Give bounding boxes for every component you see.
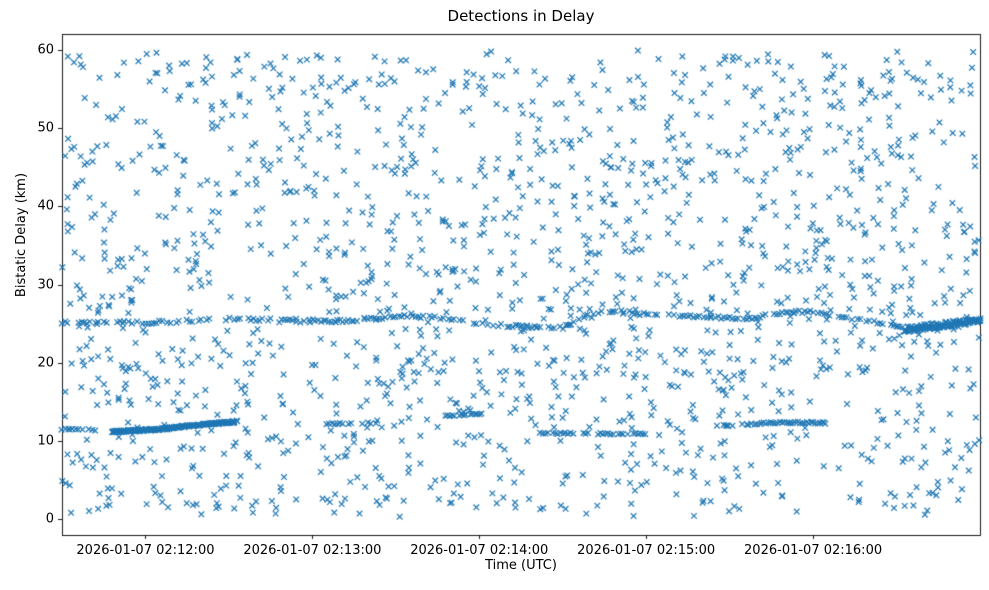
y-tick-label: 50 — [37, 120, 54, 136]
chart-title: Detections in Delay — [447, 7, 595, 25]
y-tick-label: 10 — [37, 433, 54, 449]
y-tick-label: 40 — [37, 198, 54, 214]
x-tick-label: 2026-01-07 02:13:00 — [243, 543, 382, 558]
y-tick-label: 0 — [45, 511, 54, 527]
x-tick-label: 2026-01-07 02:14:00 — [410, 543, 549, 558]
y-tick-label: 60 — [37, 42, 54, 58]
y-tick-label: 30 — [37, 277, 54, 292]
x-tick-label: 2026-01-07 02:12:00 — [76, 543, 215, 558]
y-axis-label: Bistatic Delay (km) — [14, 172, 29, 298]
y-tick-label: 20 — [37, 355, 54, 371]
x-tick-label: 2026-01-07 02:15:00 — [577, 543, 716, 558]
x-axis-label: Time (UTC) — [485, 558, 557, 573]
x-tick-label: 2026-01-07 02:16:00 — [744, 543, 883, 558]
